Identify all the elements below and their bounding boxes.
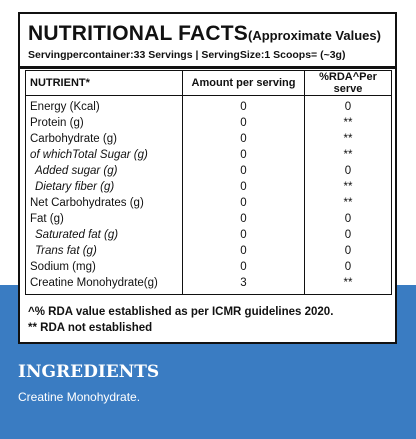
- nutrient-rda: **: [304, 275, 392, 295]
- table-header-row: NUTRIENT* Amount per serving %RDA^Per se…: [25, 70, 392, 96]
- nutrient-name: Trans fat (g): [25, 243, 183, 259]
- nutrient-amount: 0: [182, 179, 305, 195]
- nutrient-rda: **: [304, 131, 392, 147]
- nutrient-rda: **: [304, 179, 392, 195]
- nutrient-name: of whichTotal Sugar (g): [25, 147, 183, 163]
- title-main: NUTRITIONAL FACTS: [28, 22, 249, 45]
- header-rda: %RDA^Per serve: [304, 70, 392, 96]
- nutrient-name: Energy (Kcal): [25, 95, 183, 115]
- ingredients-heading: INGREDIENTS: [18, 362, 160, 382]
- serving-info: Servingpercontainer:33 Servings | Servin…: [28, 49, 346, 61]
- nutrient-amount: 0: [182, 211, 305, 227]
- table-row: Added sugar (g) 0 0: [25, 163, 392, 179]
- footnote-rda-not-established: ** RDA not established: [28, 322, 153, 334]
- title-divider: [20, 66, 395, 69]
- nutrition-facts-panel: NUTRITIONAL FACTS(Approximate Values) Se…: [18, 12, 397, 344]
- nutrient-name: Carbohydrate (g): [25, 131, 183, 147]
- header-nutrient: NUTRIENT*: [25, 70, 183, 96]
- nutrient-name: Fat (g): [25, 211, 183, 227]
- table-row: Net Carbohydrates (g) 0 **: [25, 195, 392, 211]
- nutrient-rda: 0: [304, 259, 392, 275]
- nutrient-amount: 0: [182, 95, 305, 115]
- nutrient-amount: 3: [182, 275, 305, 295]
- table-row: Protein (g) 0 **: [25, 115, 392, 131]
- table-row: Fat (g) 0 0: [25, 211, 392, 227]
- nutrient-name: Creatine Monohydrate(g): [25, 275, 183, 295]
- nutrient-rda: 0: [304, 95, 392, 115]
- title-sub: (Approximate Values): [248, 28, 381, 43]
- nutrient-name: Saturated fat (g): [25, 227, 183, 243]
- table-row: Carbohydrate (g) 0 **: [25, 131, 392, 147]
- nutrient-name: Protein (g): [25, 115, 183, 131]
- nutrition-table: NUTRIENT* Amount per serving %RDA^Per se…: [25, 70, 392, 295]
- panel-title: NUTRITIONAL FACTS(Approximate Values): [28, 22, 381, 46]
- nutrient-name: Net Carbohydrates (g): [25, 195, 183, 211]
- nutrient-amount: 0: [182, 259, 305, 275]
- nutrient-rda: 0: [304, 227, 392, 243]
- table-row: Dietary fiber (g) 0 **: [25, 179, 392, 195]
- table-row: of whichTotal Sugar (g) 0 **: [25, 147, 392, 163]
- table-row: Sodium (mg) 0 0: [25, 259, 392, 275]
- header-amount: Amount per serving: [182, 70, 305, 96]
- nutrient-amount: 0: [182, 243, 305, 259]
- nutrient-name: Added sugar (g): [25, 163, 183, 179]
- ingredients-text: Creatine Monohydrate.: [18, 390, 141, 404]
- nutrient-amount: 0: [182, 115, 305, 131]
- footnotes: ^% RDA value established as per ICMR gui…: [28, 304, 333, 336]
- table-row: Energy (Kcal) 0 0: [25, 95, 392, 115]
- footnote-rda-basis: ^% RDA value established as per ICMR gui…: [28, 306, 334, 318]
- table-row: Trans fat (g) 0 0: [25, 243, 392, 259]
- nutrient-amount: 0: [182, 227, 305, 243]
- nutrient-amount: 0: [182, 195, 305, 211]
- nutrient-rda: **: [304, 115, 392, 131]
- nutrient-amount: 0: [182, 147, 305, 163]
- nutrient-name: Sodium (mg): [25, 259, 183, 275]
- table-row: Creatine Monohydrate(g) 3 **: [25, 275, 392, 295]
- nutrient-rda: 0: [304, 211, 392, 227]
- nutrient-rda: **: [304, 147, 392, 163]
- nutrient-amount: 0: [182, 131, 305, 147]
- table-row: Saturated fat (g) 0 0: [25, 227, 392, 243]
- nutrient-rda: 0: [304, 163, 392, 179]
- nutrient-name: Dietary fiber (g): [25, 179, 183, 195]
- nutrient-rda: 0: [304, 243, 392, 259]
- nutrient-amount: 0: [182, 163, 305, 179]
- nutrient-rda: **: [304, 195, 392, 211]
